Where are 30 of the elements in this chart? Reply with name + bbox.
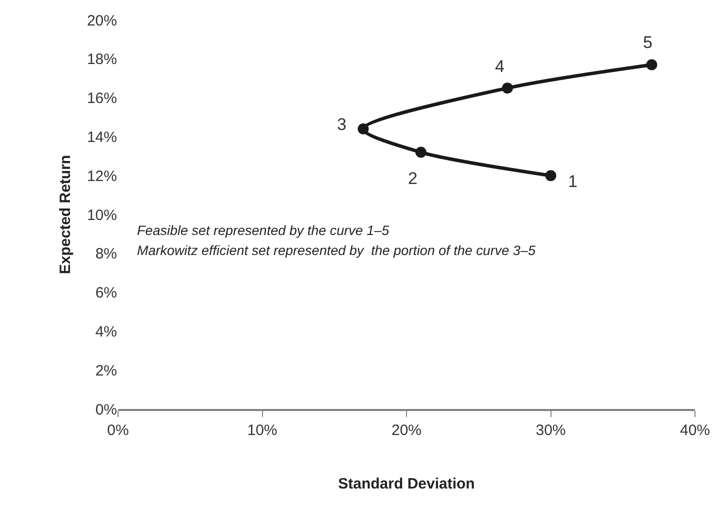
annotation: 3 [337,115,346,134]
x-tick-label: 20% [391,422,422,439]
annotation: 2 [408,169,418,188]
annotation: 1 [568,172,578,191]
x-tick-label: 30% [536,422,566,439]
annotation: 4 [495,57,504,76]
annotation: Feasible set represented by the curve 1–5 [137,223,390,238]
y-tick-label: 0% [95,401,117,418]
y-tick-label: 4% [95,323,117,340]
x-tick-label: 10% [247,422,278,439]
x-tick-label: 40% [680,422,710,439]
annotation: Markowitz efficient set represented by the portion of the curve 3–5 [137,243,536,258]
y-tick-label: 16% [86,90,117,108]
y-tick-label: 10% [86,206,117,224]
y-tick-label: 8% [95,246,117,263]
y-tick-label: 18% [86,51,117,68]
y-tick-label: 2% [95,362,117,380]
x-axis-title: Standard Deviation [338,475,475,492]
y-tick-label: 14% [86,128,117,146]
point [358,123,369,134]
point [545,170,556,182]
point [502,82,513,94]
annotation: 5 [643,33,652,52]
y-tick-label: 20% [86,12,117,30]
x-tick-label: 0% [107,422,129,439]
y-axis-title: Expected Return [57,154,74,274]
point [646,59,658,70]
y-tick-label: 12% [86,168,117,185]
y-tick-label: 6% [95,284,117,302]
point [415,146,426,158]
